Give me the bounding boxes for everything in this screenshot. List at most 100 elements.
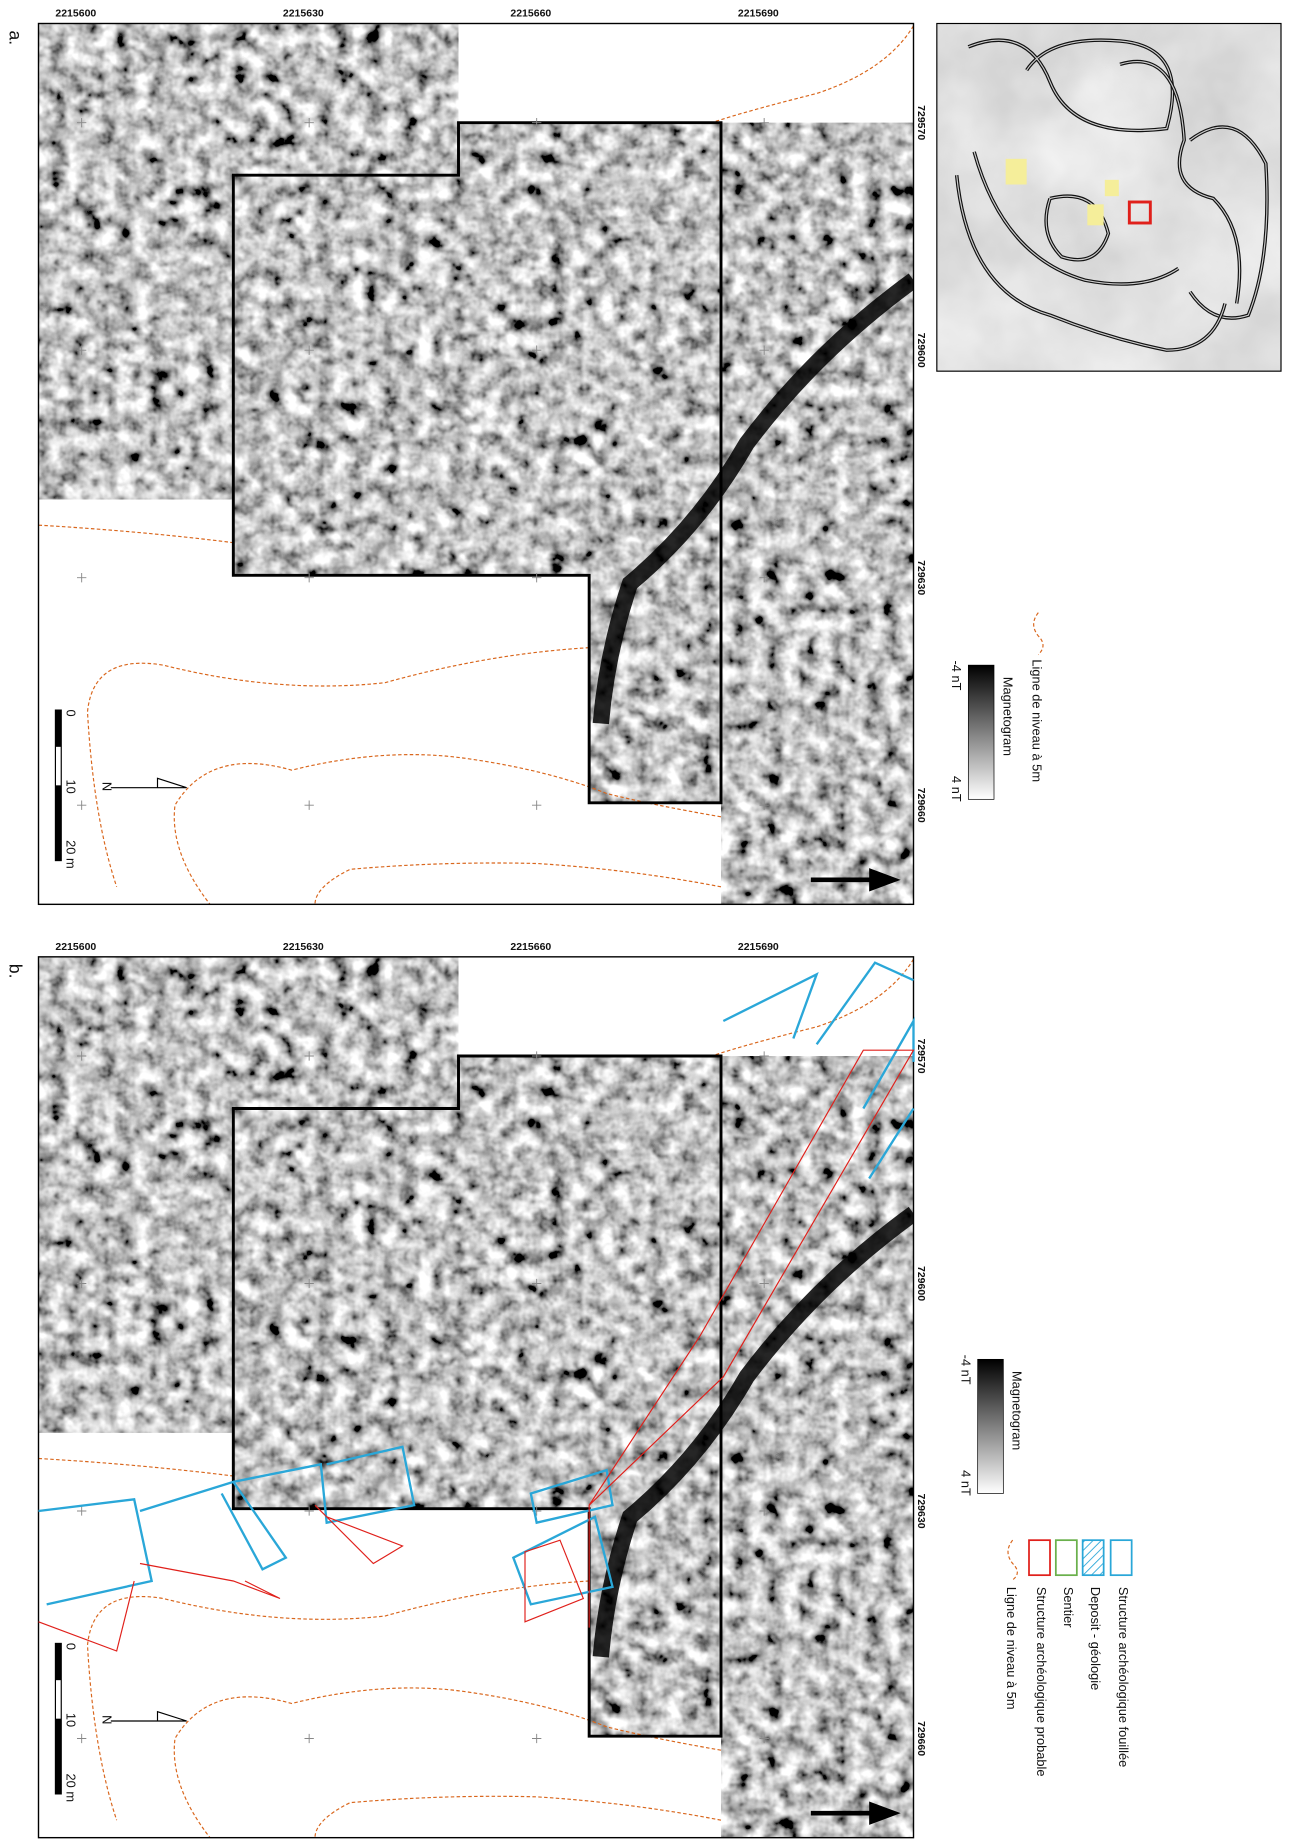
grid-cross <box>77 117 87 128</box>
study-area <box>1127 200 1152 225</box>
y-coordinate: 729660 <box>915 1721 927 1756</box>
map-frame <box>37 956 915 1839</box>
grid-cross <box>304 345 314 355</box>
rampart-line-inner <box>1045 195 1109 261</box>
rampart-line-inner <box>973 151 1179 285</box>
probable-structure <box>314 1504 404 1565</box>
y-coordinate: 729570 <box>915 105 927 140</box>
grid-cross <box>532 800 542 810</box>
probable-structure <box>139 1562 281 1600</box>
grid-cross <box>759 117 769 128</box>
scale-label: 0 <box>64 1643 79 1650</box>
grid-cross <box>759 1733 769 1744</box>
north-label: N <box>100 782 115 791</box>
grid-cross <box>304 1506 314 1516</box>
north-arrow <box>110 777 187 789</box>
contour-line <box>711 958 914 1057</box>
x-coordinate: 2215690 <box>738 7 779 19</box>
y-coordinate: 729570 <box>915 1039 927 1074</box>
scale-label: 20 m <box>64 840 79 869</box>
probable-structure <box>38 1580 135 1652</box>
grid-cross <box>532 1733 542 1744</box>
probable-structure <box>588 1049 915 1628</box>
grid-cross <box>77 573 87 583</box>
rampart-line-inner <box>1189 126 1268 319</box>
linear-anomaly <box>592 1206 914 1658</box>
contour-line <box>314 862 722 905</box>
grid-cross <box>759 345 769 355</box>
survey-area <box>1005 158 1027 185</box>
magnetogram-raster <box>38 23 914 905</box>
panel-label: a. <box>5 31 25 46</box>
contour-line <box>314 1795 722 1838</box>
legend-contour <box>1007 1539 1018 1581</box>
contour-line <box>173 1687 722 1839</box>
rampart-line-inner <box>1119 60 1241 304</box>
y-coordinate: 729600 <box>915 1266 927 1301</box>
legend-label: Deposit - géologie <box>1088 1587 1103 1690</box>
x-coordinate: 2215630 <box>283 7 324 19</box>
x-coordinate: 2215600 <box>55 941 96 953</box>
excavated-structure <box>233 1445 416 1525</box>
survey-outline <box>231 121 723 805</box>
magnetogram-raster <box>38 956 914 1838</box>
grid-cross <box>304 117 314 128</box>
grid-cross <box>77 345 87 355</box>
grid-cross <box>532 1051 542 1061</box>
legend-swatch <box>1109 1539 1133 1577</box>
scale-bar-white <box>56 1680 61 1719</box>
scale-label: 10 <box>64 1713 79 1727</box>
scale-bar <box>54 1642 62 1795</box>
magnetogram-title: Magnetogram <box>1000 677 1015 756</box>
inset-frame <box>936 22 1282 372</box>
grid-cross <box>532 1278 542 1289</box>
grid-cross <box>304 1051 314 1061</box>
grid-cross <box>77 1278 87 1289</box>
excavated-structure <box>868 1107 915 1180</box>
grid-cross <box>77 1051 87 1061</box>
scale-bar-white <box>56 746 61 786</box>
contour-line <box>173 754 722 905</box>
grid-cross <box>77 1733 87 1744</box>
direction-arrow <box>810 868 901 892</box>
north-arrow <box>110 1710 187 1722</box>
grid-cross <box>304 800 314 810</box>
excavated-structure <box>862 1016 915 1110</box>
contour-line <box>711 25 914 124</box>
grid-cross <box>532 573 542 583</box>
legend-swatch <box>1054 1539 1078 1577</box>
grid-cross <box>759 1051 769 1061</box>
grid-cross <box>532 345 542 355</box>
legend-swatch <box>1028 1539 1051 1577</box>
grid-cross <box>759 800 769 810</box>
y-coordinate: 729630 <box>915 1494 927 1529</box>
legend-label: Structure archéologique fouillée <box>1116 1587 1131 1767</box>
magnetogram-scale <box>977 1358 1004 1494</box>
map-frame <box>37 22 915 906</box>
x-coordinate: 2215600 <box>55 7 96 19</box>
probable-structure <box>524 1539 585 1623</box>
rampart-line-inner <box>968 39 1174 132</box>
magnetogram-min: -4 nT <box>949 661 964 691</box>
direction-arrow <box>810 1801 901 1825</box>
grid-cross <box>759 573 769 583</box>
grid-cross <box>304 573 314 583</box>
magnetogram-max: 4 nT <box>949 776 964 802</box>
magnetogram-layer <box>38 23 914 905</box>
grid-cross <box>759 1278 769 1289</box>
y-coordinate: 729600 <box>915 333 927 368</box>
survey-area <box>1104 179 1119 197</box>
scale-label: 20 m <box>64 1774 79 1803</box>
linear-anomaly <box>592 273 914 725</box>
grid-cross <box>77 800 87 810</box>
excavated-structure <box>529 1468 614 1525</box>
contour-line <box>86 647 590 888</box>
magnetogram-title: Magnetogram <box>1010 1371 1025 1450</box>
grid-cross <box>77 1506 87 1516</box>
y-coordinate: 729630 <box>915 560 927 595</box>
legend-label: Structure archéologique probable <box>1034 1587 1049 1777</box>
grid-cross <box>532 117 542 128</box>
scale-label: 10 <box>64 780 79 794</box>
contour-line <box>38 524 234 544</box>
